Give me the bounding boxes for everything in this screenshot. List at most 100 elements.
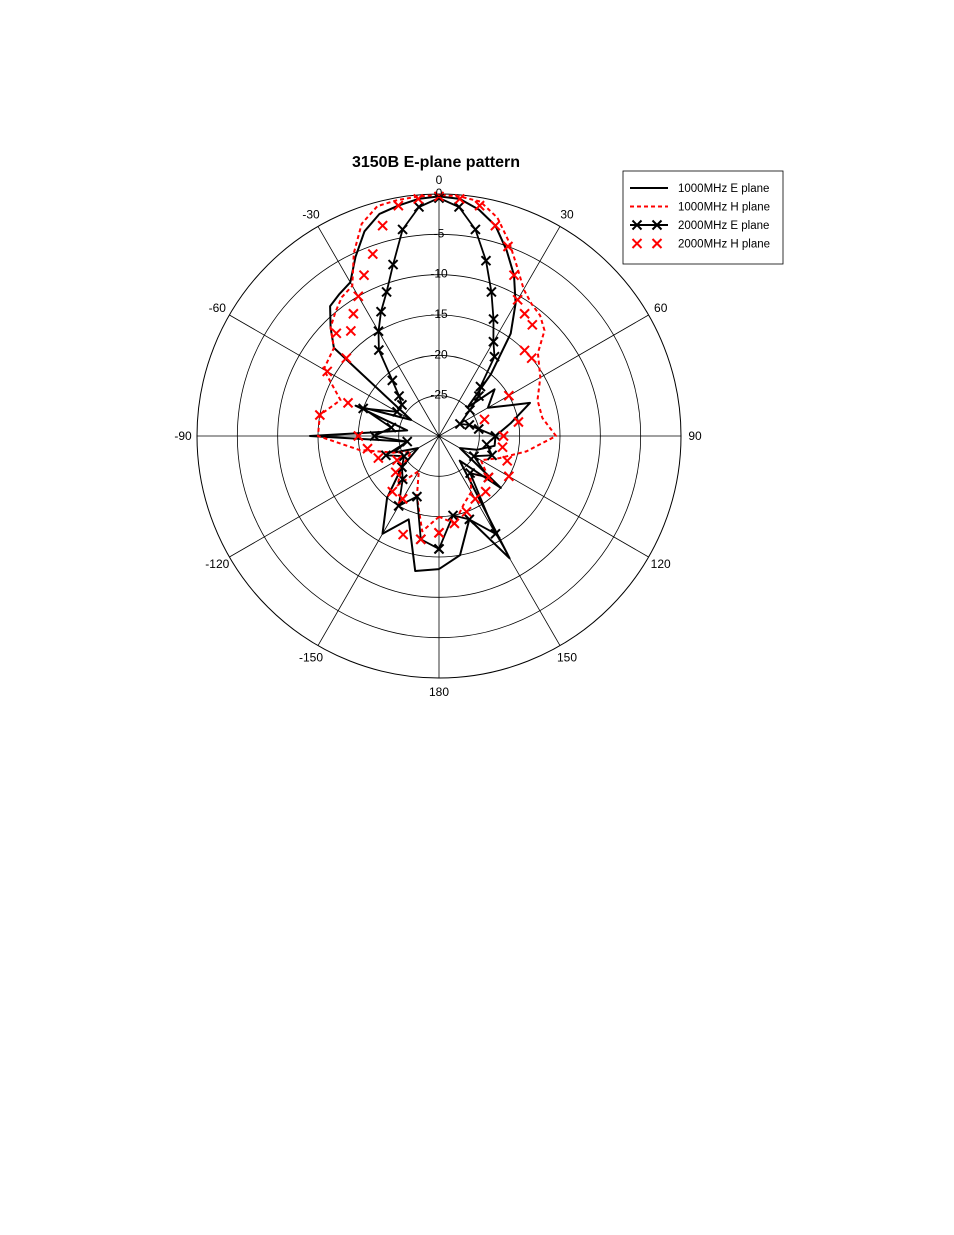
data-point-marker xyxy=(464,514,475,525)
data-point-marker xyxy=(397,493,408,505)
data-point-marker xyxy=(373,452,384,464)
data-point-marker xyxy=(391,406,403,418)
angle-tick-label: -60 xyxy=(209,301,227,315)
angle-tick-label: 90 xyxy=(688,429,702,443)
radial-tick-label: -5 xyxy=(434,226,445,240)
legend-items: 1000MHz E plane 1000MHz H plane 2000MHz E … xyxy=(630,183,770,251)
series-3 xyxy=(357,192,501,555)
data-point-marker xyxy=(393,390,405,402)
legend-box xyxy=(622,170,784,265)
legend-item: 2000MHz E plane xyxy=(630,219,769,232)
legend: 1000MHz E plane 1000MHz H plane 2000MHz E … xyxy=(622,170,784,265)
data-point-marker xyxy=(502,241,514,252)
radial-tick-label: -10 xyxy=(430,267,448,281)
data-point-marker xyxy=(345,325,357,337)
data-point-marker xyxy=(433,527,445,539)
data-point-marker xyxy=(398,450,410,462)
data-point-marker xyxy=(449,518,460,529)
data-point-marker xyxy=(341,353,352,364)
angle-tick-label: -120 xyxy=(205,557,229,571)
data-point-marker xyxy=(470,493,481,505)
angle-tick-label: 30 xyxy=(560,207,574,221)
data-point-marker xyxy=(480,255,492,266)
data-point-marker xyxy=(486,286,497,298)
data-point-marker xyxy=(362,443,373,454)
data-point-marker xyxy=(393,500,404,512)
data-point-marker xyxy=(490,528,501,540)
data-point-marker xyxy=(490,220,501,231)
data-point-marker xyxy=(479,414,490,425)
data-point-marker xyxy=(433,543,445,555)
data-point-marker xyxy=(367,248,378,260)
data-point-marker xyxy=(391,454,403,466)
data-point-marker xyxy=(353,291,364,302)
legend-item: 1000MHz H plane xyxy=(630,202,770,214)
chart-title: 3150B E-plane pattern xyxy=(352,154,520,171)
data-point-marker xyxy=(387,259,399,270)
angle-tick-label: 60 xyxy=(654,301,668,315)
angle-tick-label: -30 xyxy=(302,207,320,221)
data-point-marker xyxy=(357,403,369,414)
angle-tick-label: 180 xyxy=(429,685,449,699)
grid-spoke xyxy=(317,435,440,646)
data-point-marker xyxy=(513,416,524,428)
data-point-marker xyxy=(497,441,508,453)
data-point-marker xyxy=(402,436,413,447)
data-point-marker xyxy=(397,224,408,235)
data-point-marker xyxy=(375,306,387,317)
grid-spoke xyxy=(438,226,561,437)
data-point-marker xyxy=(464,467,476,479)
legend-item: 1000MHz E plane xyxy=(630,183,769,195)
data-point-marker xyxy=(386,422,397,433)
data-point-marker xyxy=(342,397,354,409)
data-point-marker xyxy=(390,467,401,478)
data-point-marker xyxy=(475,381,486,392)
data-point-marker xyxy=(474,200,485,211)
data-point-marker xyxy=(381,286,392,298)
grid-spoke xyxy=(438,435,649,558)
data-point-marker xyxy=(488,336,499,347)
data-point-marker xyxy=(526,353,537,364)
radial-tick-label: -20 xyxy=(430,347,448,361)
data-point-marker xyxy=(396,399,408,411)
angle-tick-label: 0 xyxy=(436,173,443,187)
data-point-marker xyxy=(331,328,342,339)
data-point-marker xyxy=(651,238,663,249)
data-point-marker xyxy=(481,439,492,450)
data-point-marker xyxy=(348,308,359,319)
data-point-marker xyxy=(527,319,538,330)
data-point-marker xyxy=(369,430,380,442)
legend-label: 1000MHz E plane xyxy=(678,183,769,195)
data-point-marker xyxy=(373,344,385,356)
data-point-marker xyxy=(473,390,485,402)
data-point-marker xyxy=(397,529,409,540)
data-point-marker xyxy=(503,390,515,401)
data-point-marker xyxy=(433,191,445,202)
series-line xyxy=(317,193,557,533)
radial-tick-label: -15 xyxy=(430,307,448,321)
angle-tick-label: -150 xyxy=(299,651,323,665)
data-point-marker xyxy=(508,269,520,281)
grid-spoke xyxy=(229,314,440,437)
data-point-marker xyxy=(377,220,388,231)
data-point-marker xyxy=(411,491,423,502)
legend-item: 2000MHz H plane xyxy=(631,238,770,251)
grid-spoke xyxy=(438,435,561,646)
data-point-marker xyxy=(358,269,370,281)
angle-tick-label: 120 xyxy=(651,557,671,571)
data-point-marker xyxy=(393,200,404,211)
legend-label: 1000MHz H plane xyxy=(678,202,770,214)
data-point-marker xyxy=(322,366,333,377)
data-point-marker xyxy=(512,294,523,305)
data-point-marker xyxy=(631,219,643,231)
data-point-marker xyxy=(353,430,364,442)
data-point-marker xyxy=(498,430,509,442)
data-point-marker xyxy=(489,351,500,362)
data-point-marker xyxy=(454,418,466,430)
data-point-marker xyxy=(454,193,465,205)
data-point-marker xyxy=(373,326,384,337)
data-point-marker xyxy=(461,506,472,518)
data-point-marker xyxy=(314,409,326,421)
data-point-marker xyxy=(387,486,398,497)
data-point-marker xyxy=(480,486,491,497)
